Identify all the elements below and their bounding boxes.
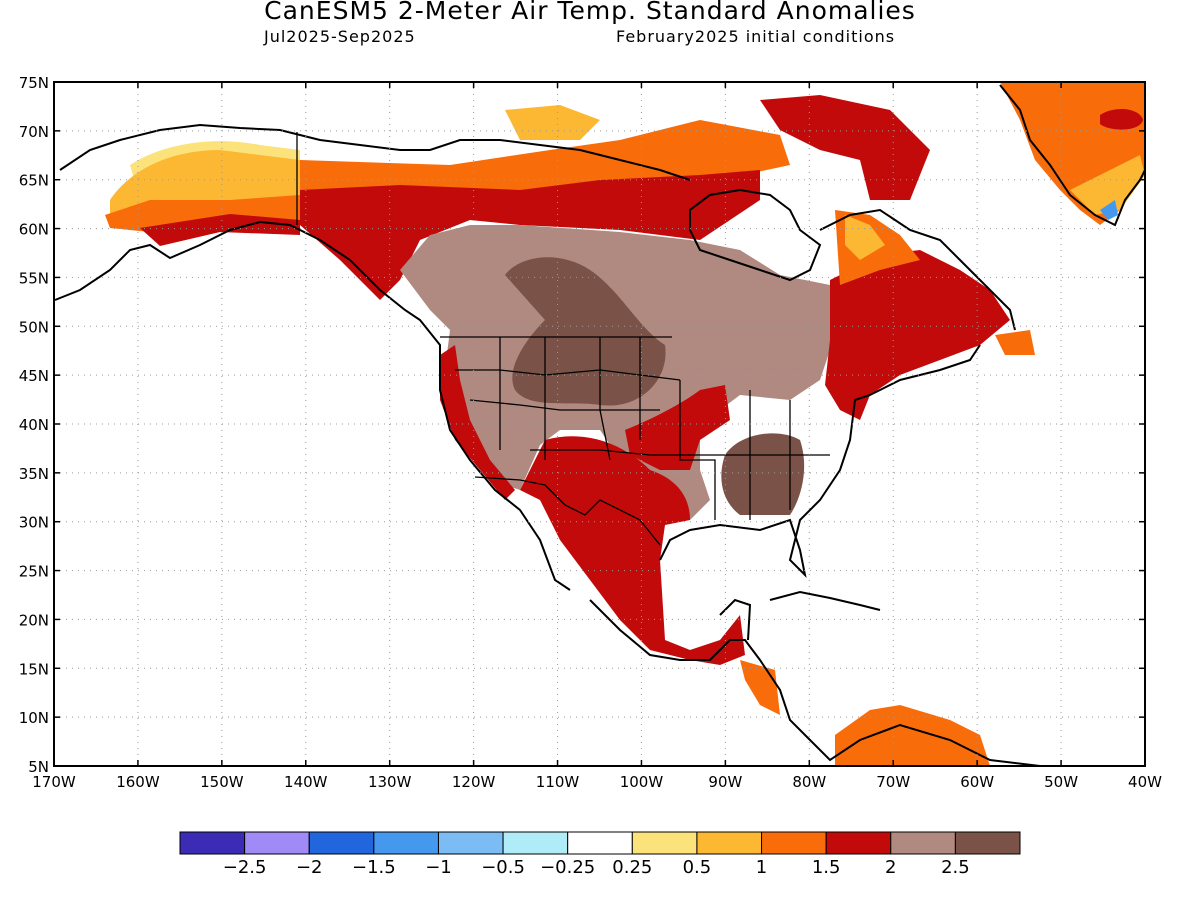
colorbar-swatch (825, 831, 892, 855)
coastline-yucatan (719, 598, 752, 641)
lon-label: 40W (1128, 773, 1162, 791)
lon-label: 110W (536, 773, 580, 791)
coastline-hudson-bay (689, 188, 822, 282)
anomaly-quebec-red (825, 250, 1010, 420)
anomaly-greenland-red (1100, 108, 1143, 130)
lon-label: 160W (116, 773, 160, 791)
coastline-alaska (54, 220, 571, 591)
colorbar-swatch (567, 831, 633, 855)
coastline-gulf-north (659, 344, 981, 579)
lat-label: 60N (19, 221, 49, 239)
lat-label: 70N (19, 123, 49, 141)
axis-ticks: 170W 160W 150W 140W 130W 120W 110W 100W 90W 80W 70… (19, 74, 1162, 791)
colorbar-label: 2 (885, 857, 896, 878)
colorbar-label: −1.5 (352, 857, 396, 878)
graticule (54, 82, 1145, 766)
anomaly-mexico-texas-red (520, 436, 745, 665)
coastline-layer (54, 84, 1145, 766)
colorbar-swatch (761, 831, 827, 855)
colorbar-swatch (373, 831, 439, 855)
coastline-greenland (999, 84, 1145, 227)
anomaly-alaska-south (105, 195, 300, 232)
lon-label: 170W (32, 773, 76, 791)
lat-label: 40N (19, 416, 49, 434)
lon-label: 80W (792, 773, 826, 791)
lat-label: 50N (19, 318, 49, 336)
colorbar-label: −0.25 (540, 857, 595, 878)
anomaly-arctic-islands-yellow (505, 105, 600, 140)
anomaly-tennessee-dark (721, 433, 805, 515)
anomaly-west-canada-red (300, 170, 760, 300)
colorbar-swatch (244, 831, 310, 855)
anomaly-arctic-islands-red (760, 95, 930, 200)
initial-conditions: February2025 initial conditions (616, 27, 896, 46)
anomaly-newfoundland-orange (995, 330, 1035, 355)
lon-label: 150W (200, 773, 244, 791)
lat-label: 35N (19, 465, 49, 483)
colorbar-swatch (954, 831, 1021, 855)
anomaly-midwest-red (625, 385, 730, 470)
lat-label: 20N (19, 611, 49, 629)
anomaly-west-coast-red (440, 345, 515, 500)
lon-label: 90W (708, 773, 742, 791)
lat-label: 25N (19, 563, 49, 581)
lat-label: 45N (19, 367, 49, 385)
colorbar-label: 0.25 (612, 857, 652, 878)
colorbar-swatch (179, 831, 246, 855)
coastline-labrador (819, 208, 1016, 331)
lat-label: 65N (19, 172, 49, 190)
lon-label: 70W (876, 773, 910, 791)
colorbar: −2.5 −2 −1.5 −1 −0.5 −0.25 0.25 0.5 1 1.5 2 2.5 (179, 831, 1021, 878)
lon-label: 50W (1044, 773, 1078, 791)
lat-label: 55N (19, 269, 49, 287)
colorbar-label: 1.5 (812, 857, 841, 878)
coastline-cuba (769, 590, 881, 611)
colorbar-swatch (890, 831, 956, 855)
lon-label: 60W (960, 773, 994, 791)
lon-label: 100W (620, 773, 664, 791)
colorbar-label: −2 (296, 857, 323, 878)
colorbar-label: 0.5 (683, 857, 712, 878)
lon-label: 130W (368, 773, 412, 791)
colorbar-swatch (308, 831, 375, 855)
border-states-1 (455, 337, 830, 520)
colorbar-label: −0.5 (481, 857, 525, 878)
lat-label: 75N (19, 74, 49, 92)
forecast-season: Jul2025-Sep2025 (264, 27, 416, 46)
lon-label: 120W (452, 773, 496, 791)
colorbar-label: −2.5 (223, 857, 267, 878)
colorbar-swatch (502, 831, 569, 855)
colorbar-label: −1 (425, 857, 452, 878)
lat-label: 30N (19, 514, 49, 532)
map-title: CanESM5 2-Meter Air Temp. Standard Anoma… (264, 0, 916, 25)
colorbar-swatch (696, 831, 763, 855)
lat-label: 10N (19, 709, 49, 727)
coastline-gulf (589, 599, 1041, 766)
coastline-alaska-north (59, 123, 691, 181)
lat-label: 5N (28, 758, 49, 776)
border-us-mexico (474, 476, 661, 546)
lat-label: 15N (19, 660, 49, 678)
colorbar-label: 1 (756, 857, 767, 878)
colorbar-label: 2.5 (941, 857, 970, 878)
anomaly-greenland-blue (1100, 200, 1118, 220)
anomaly-labrador-yellow (845, 215, 885, 260)
border-layer (296, 132, 830, 546)
colorbar-swatch (437, 831, 504, 855)
anomaly-venezuela-orange (835, 705, 990, 766)
lon-label: 140W (284, 773, 328, 791)
colorbar-swatch (631, 831, 698, 855)
